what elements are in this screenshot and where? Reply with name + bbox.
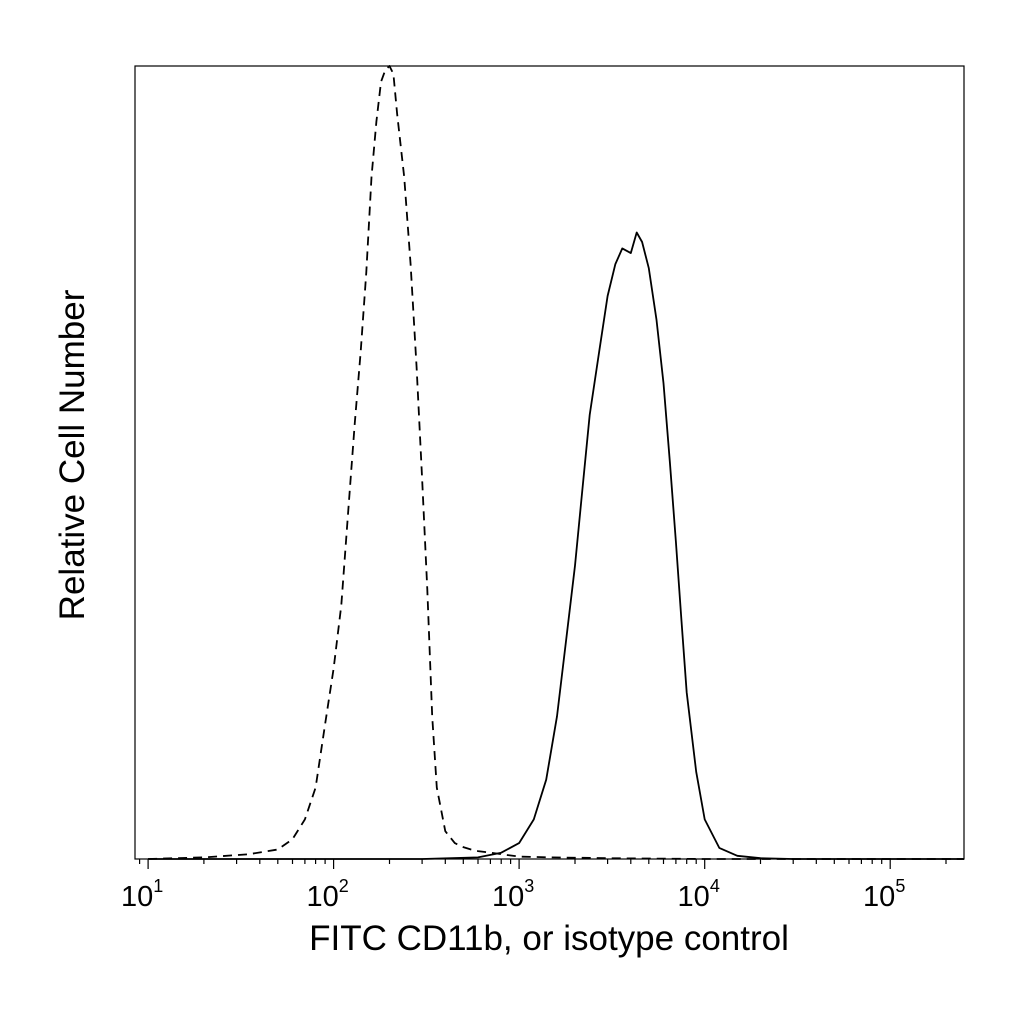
series-layer [148, 65, 964, 860]
isotype-control-histogram [148, 65, 964, 860]
x-tick-label: 101 [121, 876, 163, 913]
cd11b-histogram [148, 231, 964, 860]
plot-frame [134, 65, 965, 860]
x-tick-label: 102 [306, 876, 348, 913]
x-tick-label: 103 [492, 876, 534, 913]
x-axis-ticks: 101 102 103 104 105 [121, 859, 947, 913]
x-tick-label: 104 [678, 876, 720, 913]
x-tick-label: 105 [863, 876, 905, 913]
x-axis-title: FITC CD11b, or isotype control [309, 919, 789, 958]
y-axis-title: Relative Cell Number [53, 289, 92, 620]
